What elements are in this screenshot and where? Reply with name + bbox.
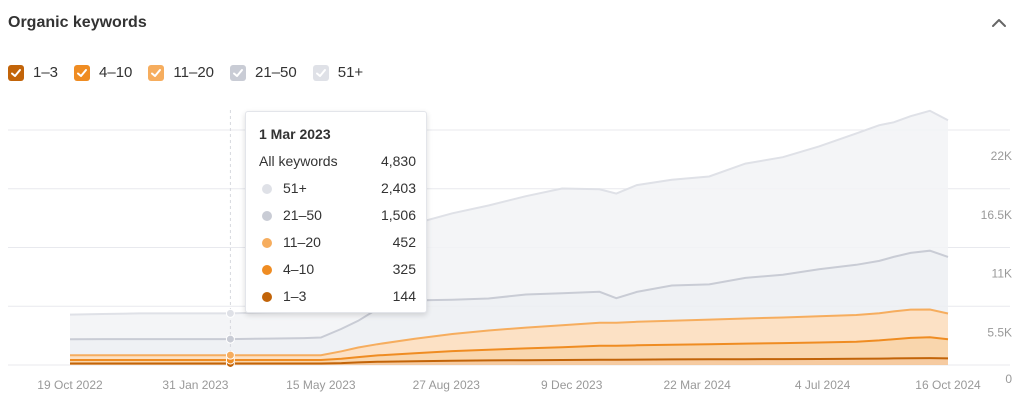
tooltip-dot (262, 292, 272, 302)
x-tick-label: 19 Oct 2022 (37, 378, 103, 392)
x-tick-label: 9 Dec 2023 (541, 378, 603, 392)
legend-label: 11–20 (173, 64, 215, 81)
x-tick-label: 16 Oct 2024 (915, 378, 981, 392)
tooltip-label: 51+ (283, 180, 307, 196)
chevron-up-icon (992, 19, 1006, 27)
tooltip-value: 144 (392, 288, 416, 304)
check-icon (11, 68, 21, 77)
tooltip-dot (262, 238, 272, 248)
legend-checkbox[interactable] (230, 64, 247, 81)
tooltip-label: 1–3 (283, 288, 307, 304)
tooltip-label: 11–20 (283, 234, 321, 250)
collapse-button[interactable] (990, 16, 1008, 30)
series-line (70, 308, 949, 357)
x-tick-label: 27 Aug 2023 (413, 378, 481, 392)
legend: 1–3 4–10 11–20 21–50 51+ (8, 64, 379, 81)
y-tick-label: 16.5K (981, 208, 1012, 222)
tooltip-row: All keywords 4,830 (259, 153, 416, 171)
legend-item[interactable]: 21–50 (230, 64, 297, 81)
data-point (225, 334, 235, 344)
tooltip-row: 1–3 144 (259, 288, 416, 306)
page-title: Organic keywords (8, 14, 147, 31)
tooltip-row: 4–10 325 (259, 261, 416, 279)
legend-label: 51+ (337, 64, 364, 81)
tooltip-row: 11–20 452 (259, 234, 416, 252)
tooltip-row: 21–50 1,506 (259, 207, 416, 225)
legend-label: 1–3 (33, 64, 59, 81)
tooltip-label: All keywords (259, 153, 338, 169)
check-icon (233, 68, 244, 77)
legend-checkbox[interactable] (8, 64, 24, 81)
tooltip-dot (262, 265, 272, 275)
series-line (70, 336, 949, 361)
y-tick-label: 0 (1005, 372, 1012, 386)
check-icon (315, 68, 326, 77)
legend-item[interactable]: 1–3 (8, 64, 58, 81)
legend-label: 4–10 (99, 64, 133, 81)
chart-tooltip: 1 Mar 2023 All keywords 4,830 51+ 2,403 21–5… (245, 111, 427, 313)
x-tick-label: 4 Jul 2024 (795, 378, 851, 392)
legend-checkbox[interactable] (312, 64, 329, 81)
tooltip-value: 325 (392, 261, 416, 277)
legend-item[interactable]: 11–20 (148, 64, 214, 81)
tooltip-date: 1 Mar 2023 (259, 126, 331, 142)
y-tick-label: 5.5K (987, 325, 1012, 339)
x-tick-label: 31 Jan 2023 (162, 378, 228, 392)
tooltip-label: 21–50 (283, 207, 322, 223)
x-tick-label: 22 Mar 2024 (663, 378, 731, 392)
legend-checkbox[interactable] (74, 64, 91, 81)
tooltip-row: 51+ 2,403 (259, 180, 416, 198)
tooltip-label: 4–10 (283, 261, 315, 277)
y-tick-label: 22K (991, 149, 1012, 163)
legend-item[interactable]: 51+ (312, 64, 364, 81)
series-area (70, 110, 948, 340)
series-area (70, 337, 948, 364)
data-point (225, 308, 235, 318)
tooltip-value: 1,506 (380, 207, 416, 223)
tooltip-value: 2,403 (380, 180, 416, 196)
check-icon (77, 68, 88, 77)
data-point (225, 350, 235, 360)
tooltip-value: 4,830 (380, 153, 416, 169)
legend-checkbox[interactable] (148, 64, 165, 81)
series-line (69, 249, 949, 341)
series-line (70, 357, 949, 365)
legend-label: 21–50 (255, 64, 297, 81)
y-tick-label: 11K (992, 267, 1012, 281)
check-icon (151, 68, 162, 77)
tooltip-dot (262, 184, 272, 194)
legend-item[interactable]: 4–10 (74, 64, 132, 81)
x-tick-label: 15 May 2023 (286, 378, 356, 392)
series-area (70, 250, 948, 356)
keywords-chart: 0 5.5K 11K 16.5K 22K 19 Oct 2022 31 Jan 2023 15… (8, 109, 1012, 392)
tooltip-value: 452 (392, 234, 416, 250)
series-area (70, 309, 948, 360)
tooltip-dot (262, 211, 272, 221)
